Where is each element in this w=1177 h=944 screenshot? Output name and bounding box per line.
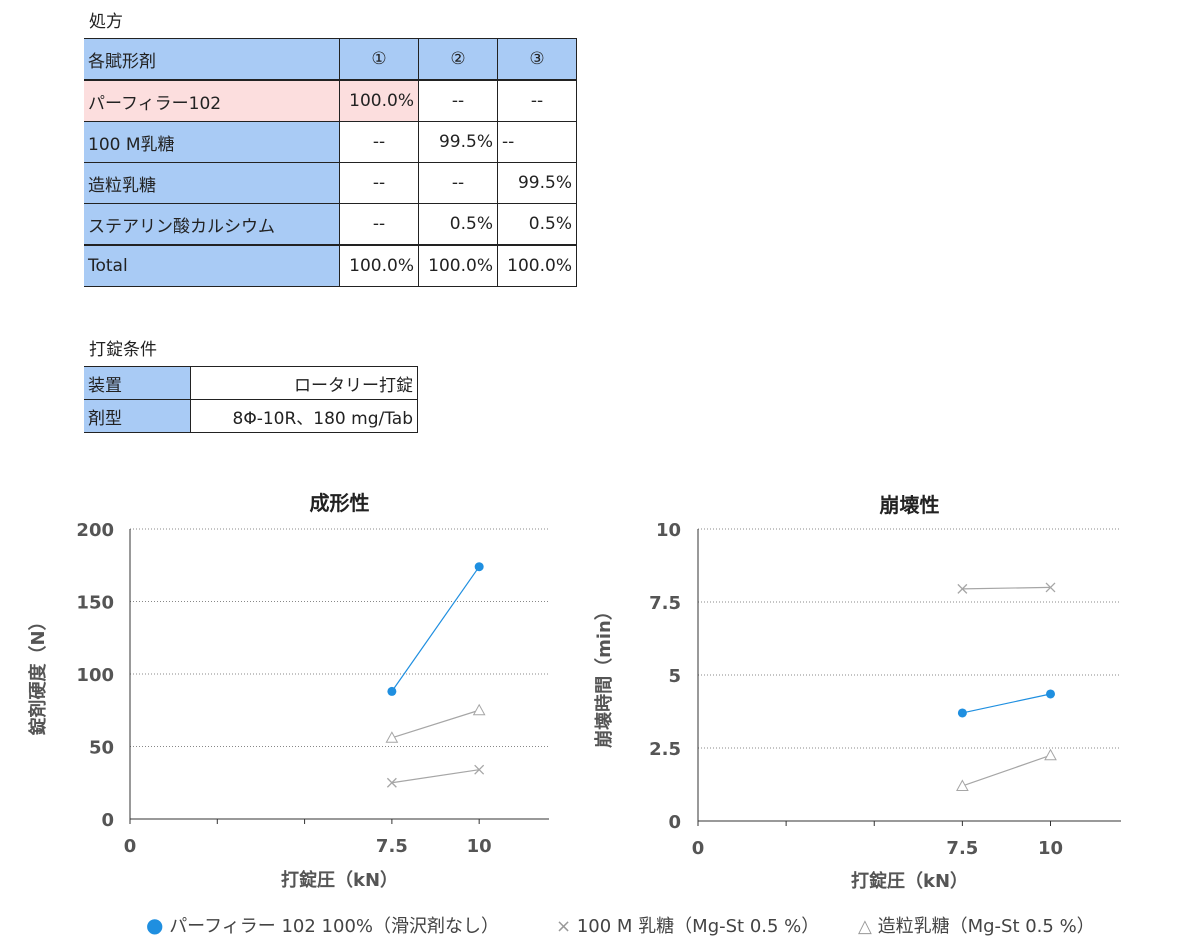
x-tick-label: 7.5 <box>376 836 408 857</box>
row-value-3: -- <box>497 80 577 122</box>
row-name: 100 M乳糖 <box>84 121 340 163</box>
x-tick-label: 7.5 <box>946 838 978 859</box>
x-tick-label: 0 <box>124 836 137 857</box>
x-axis-label: 打錠圧（kN） <box>851 870 968 892</box>
series-line-triangle <box>391 709 480 739</box>
circle-icon: ● <box>146 913 164 937</box>
y-axis-label: 崩壊時間（min） <box>593 602 615 748</box>
cross-icon: × <box>556 916 572 937</box>
x-tick-label: 0 <box>692 838 705 859</box>
series-line-triangle <box>962 754 1051 787</box>
chart-title: 成形性 <box>310 491 370 515</box>
series-line-circle <box>391 566 480 692</box>
conditions-title: 打錠条件 <box>89 340 157 360</box>
row-name: パーフィラー102 <box>84 80 340 122</box>
table-row: 100 M乳糖 -- 99.5% -- <box>84 121 577 163</box>
y-tick-label: 5 <box>668 666 681 687</box>
row-value-3: 99.5% <box>497 162 577 204</box>
table-header-row: 各賦形剤 ① ② ③ <box>84 38 577 81</box>
data-point-cross <box>957 583 968 594</box>
formulation-title: 処方 <box>89 12 123 32</box>
chart-title: 崩壊性 <box>880 493 940 517</box>
condition-value: ロータリー打錠 <box>190 366 418 400</box>
y-axis-label: 錠剤硬度（N） <box>27 612 49 735</box>
table-row: 剤型 8Φ-10R、180 mg/Tab <box>84 399 418 433</box>
legend-item-lactose-100m: × 100 M 乳糖（Mg-St 0.5 %） <box>556 912 819 938</box>
row-value-2: 0.5% <box>418 203 498 246</box>
condition-value: 8Φ-10R、180 mg/Tab <box>190 399 418 433</box>
row-value-1: -- <box>339 121 419 163</box>
table-total-row: Total 100.0% 100.0% 100.0% <box>84 244 577 287</box>
data-point-triangle <box>385 731 399 743</box>
total-value-2: 100.0% <box>418 244 498 287</box>
header-excipient: 各賦形剤 <box>84 38 340 81</box>
y-tick-label: 7.5 <box>649 593 681 614</box>
y-tick-label: 2.5 <box>649 739 681 760</box>
total-label: Total <box>84 244 340 287</box>
row-value-1: 100.0% <box>339 80 419 122</box>
row-value-3: 0.5% <box>497 203 577 246</box>
data-point-circle <box>1046 689 1055 699</box>
series-line-cross <box>962 586 1051 590</box>
legend-label: 100 M 乳糖（Mg-St 0.5 %） <box>576 916 820 937</box>
row-value-1: -- <box>339 162 419 204</box>
data-point-triangle <box>956 779 969 791</box>
legend-item-perfiller: ● パーフィラー 102 100%（滑沢剤なし） <box>146 912 499 938</box>
table-row: 造粒乳糖 -- -- 99.5% <box>84 162 577 204</box>
row-value-3: -- <box>497 121 577 163</box>
formulation-table: 各賦形剤 ① ② ③ パーフィラー102 100.0% -- -- 100 M乳… <box>84 38 577 287</box>
row-name: 造粒乳糖 <box>84 162 340 204</box>
x-tick-label: 10 <box>1038 838 1063 859</box>
data-point-triangle <box>1044 748 1057 761</box>
data-point-cross <box>1045 582 1056 593</box>
row-value-2: -- <box>418 80 498 122</box>
condition-label: 剤型 <box>84 399 191 433</box>
condition-label: 装置 <box>84 366 191 400</box>
data-point-circle <box>387 686 397 696</box>
data-point-triangle <box>472 703 486 716</box>
table-row: パーフィラー102 100.0% -- -- <box>84 80 577 122</box>
x-tick-label: 10 <box>467 836 492 857</box>
header-col-3: ③ <box>497 38 577 81</box>
triangle-icon: △ <box>858 916 872 937</box>
y-tick-label: 150 <box>76 593 114 614</box>
table-row: ステアリン酸カルシウム -- 0.5% 0.5% <box>84 203 577 246</box>
total-value-1: 100.0% <box>339 244 419 287</box>
y-tick-label: 100 <box>76 665 114 686</box>
conditions-table: 装置 ロータリー打錠 剤型 8Φ-10R、180 mg/Tab <box>84 366 418 433</box>
y-tick-label: 10 <box>656 520 681 541</box>
row-value-2: 99.5% <box>418 121 498 163</box>
series-line-cross <box>391 769 480 784</box>
data-point-cross <box>474 764 485 775</box>
y-tick-label: 200 <box>76 520 114 541</box>
legend-label: パーフィラー 102 100%（滑沢剤なし） <box>169 916 500 937</box>
total-value-3: 100.0% <box>497 244 577 287</box>
legend-item-granulated-lactose: △ 造粒乳糖（Mg-St 0.5 %） <box>858 912 1095 938</box>
y-tick-label: 50 <box>89 738 114 759</box>
data-point-circle <box>474 562 484 572</box>
y-tick-label: 0 <box>101 810 114 831</box>
series-line-circle <box>962 693 1051 714</box>
header-col-2: ② <box>418 38 498 81</box>
data-point-cross <box>386 777 397 788</box>
legend-label: 造粒乳糖（Mg-St 0.5 %） <box>877 916 1095 937</box>
table-row: 装置 ロータリー打錠 <box>84 366 418 400</box>
x-axis-label: 打錠圧（kN） <box>281 869 398 891</box>
row-value-2: -- <box>418 162 498 204</box>
data-point-circle <box>957 708 967 718</box>
row-name: ステアリン酸カルシウム <box>84 203 340 246</box>
header-col-1: ① <box>339 38 419 81</box>
y-tick-label: 0 <box>668 812 681 833</box>
